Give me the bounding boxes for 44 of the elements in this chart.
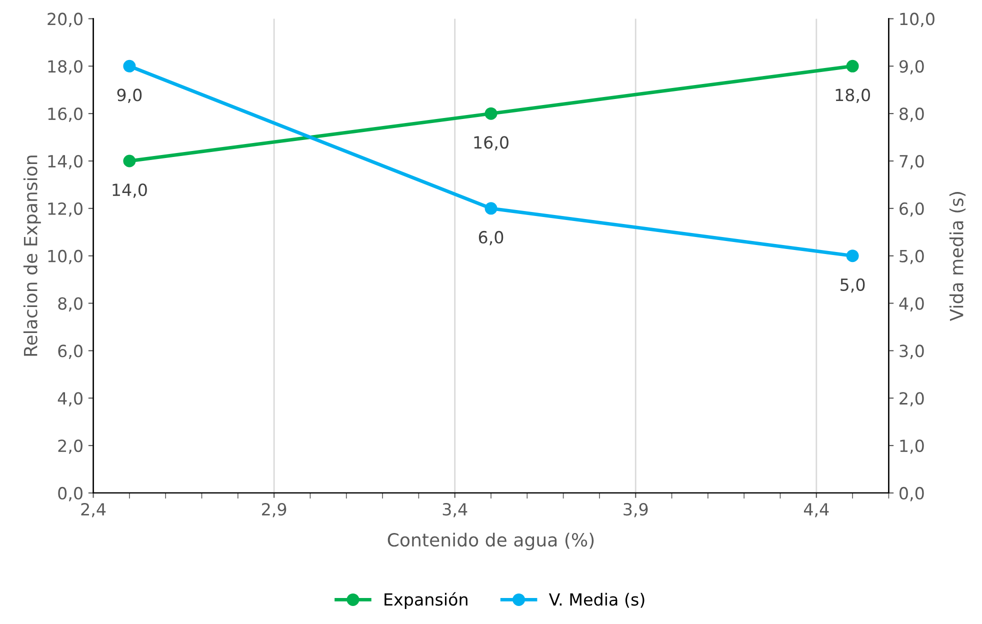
data-label: 9,0	[117, 88, 142, 103]
y2-tick-label: 1,0	[900, 440, 924, 454]
data-label: 18,0	[836, 88, 870, 103]
data-label: 14,0	[112, 184, 147, 198]
y2-tick-label: 10,0	[900, 12, 934, 27]
y2-axis-title: Vida media (s)	[949, 192, 966, 322]
y-tick-label: 6,0	[58, 344, 82, 359]
y2-tick-label: 2,0	[900, 392, 924, 406]
x-tick-label: 4,4	[804, 503, 829, 518]
y2-tick-label: 8,0	[900, 108, 924, 122]
x-tick-label: 3,9	[624, 502, 648, 518]
y-tick-label: 0,0	[58, 486, 82, 502]
x-axis-title: Contenido de agua (%)	[388, 532, 594, 550]
point	[846, 250, 859, 262]
y-tick-label: 12,0	[48, 202, 82, 217]
y2-tick-label: 9,0	[899, 60, 924, 74]
y-tick-label: 4,0	[58, 392, 82, 406]
y2-tick-label: 3,0	[900, 344, 924, 359]
x-tick-label: 3,4	[442, 502, 468, 518]
point	[484, 202, 498, 215]
y-axis-title: Relacion de Expansion	[23, 156, 41, 356]
data-label: 5,0	[840, 278, 865, 293]
y-tick-label: 8,0	[58, 297, 82, 312]
y-tick-label: 18,0	[48, 60, 82, 74]
y2-tick-label: 5,0	[900, 250, 924, 264]
point	[123, 60, 136, 72]
y-tick-label: 16,0	[48, 108, 82, 122]
point	[484, 107, 498, 120]
y-tick-label: 14,0	[48, 154, 82, 170]
x-tick-label: 2,4	[81, 502, 106, 518]
y-tick-label: 10,0	[48, 250, 82, 264]
y2-tick-label: 6,0	[900, 202, 924, 217]
y-tick-label: 2,0	[58, 440, 82, 454]
x-tick-label: 2,9	[262, 502, 286, 518]
y2-tick-label: 0,0	[900, 486, 924, 502]
y2-tick-label: 4,0	[899, 297, 924, 312]
point	[123, 154, 136, 168]
y2-tick-label: 7,0	[900, 154, 924, 170]
legend-label: Expansión	[384, 592, 468, 609]
data-label: 6,0	[478, 230, 504, 246]
legend-label: V. Media (s)	[548, 592, 644, 608]
y-tick-label: 20,0	[48, 12, 82, 27]
data-label: 16,0	[474, 136, 508, 150]
point	[846, 60, 859, 72]
